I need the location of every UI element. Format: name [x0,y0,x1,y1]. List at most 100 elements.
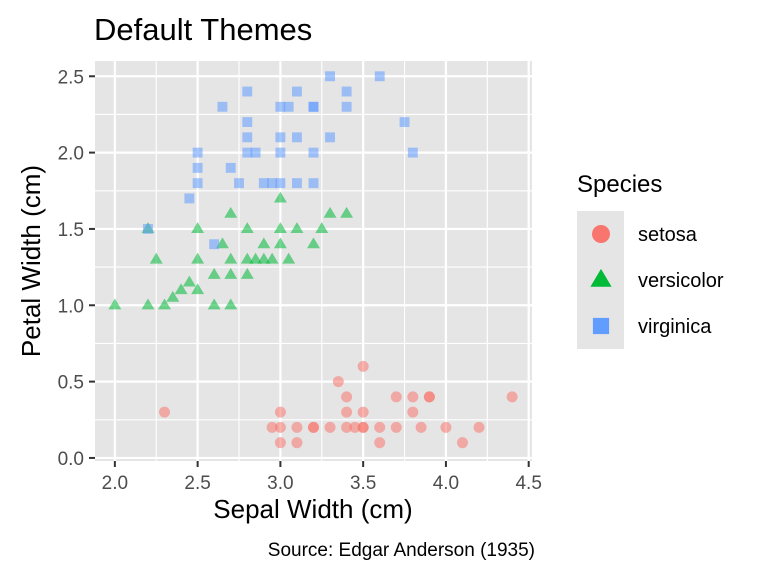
setosa-point [440,421,452,433]
setosa-point [308,421,319,433]
virginica-point [308,178,319,189]
versicolor-point [191,252,205,264]
versicolor-point [158,298,172,310]
versicolor-point [224,252,238,264]
x-tick-label: 4.5 [515,473,541,494]
setosa-point [274,421,286,433]
virginica-point [283,101,294,112]
virginica-point [325,132,336,143]
versicolor-point [174,283,188,295]
versicolor-point [207,298,221,310]
virginica-point [275,178,286,189]
y-tick-label: 1.0 [58,296,84,317]
virginica-point [341,101,352,112]
x-tick-label: 4.0 [433,473,459,494]
setosa-point [390,421,402,433]
virginica-point [275,147,286,158]
virginica-point [399,117,410,128]
x-tick-label: 3.0 [267,473,293,494]
setosa-point [324,421,336,433]
legend-label-versicolor: versicolor [638,270,724,292]
setosa-point [456,437,468,449]
virginica-point [308,147,319,158]
plot-panel [95,61,532,461]
virginica-point [209,239,220,250]
virginica-point [143,223,153,234]
virginica-point [217,101,228,112]
virginica-point [308,101,319,112]
virginica-point [291,178,302,189]
legend: setosa versicolor virginica [590,224,724,338]
virginica-point [184,193,195,204]
setosa-point [159,406,171,418]
setosa-point [332,376,344,388]
setosa-point [423,391,435,403]
virginica-point [258,178,269,189]
legend-label-setosa: setosa [638,224,698,246]
setosa-point [266,421,278,433]
virginica-point [275,132,286,143]
virginica-point [275,101,286,112]
virginica-point [325,71,336,82]
versicolor-point [141,298,155,310]
setosa-point [415,421,427,433]
legend-label-virginica: virginica [638,316,712,338]
versicolor-point [257,237,271,249]
versicolor-point [323,206,337,218]
versicolor-point [149,252,163,264]
setosa-point [274,406,286,418]
virginica-point [341,86,352,97]
virginica-point [225,162,236,173]
versicolor-point [273,191,287,203]
versicolor-point [224,206,238,218]
y-tick-label: 2.5 [58,67,84,88]
setosa-point [407,406,419,418]
versicolor-point [273,222,287,234]
versicolor-point [265,252,279,264]
legend-key-versicolor [590,268,612,287]
setosa-point [291,421,303,433]
chart-title: Default Themes [94,12,312,47]
setosa-point [341,421,353,433]
virginica-point [234,178,244,189]
legend-key-virginica [592,317,610,335]
versicolor-point [240,267,254,279]
versicolor-point [108,298,122,310]
virginica-point [242,86,253,97]
x-tick-label: 2.0 [102,473,128,494]
versicolor-point [215,237,229,249]
versicolor-point [182,275,196,287]
versicolor-point [340,206,354,218]
y-tick-label: 1.5 [58,220,84,241]
virginica-point [242,147,253,158]
virginica-point [407,147,418,158]
virginica-point [242,117,253,128]
versicolor-point [273,237,287,249]
virginica-point [192,147,203,158]
chart-caption: Source: Edgar Anderson (1935) [268,540,535,561]
setosa-point [341,406,353,418]
setosa-point [407,391,419,403]
x-axis-title: Sepal Width (cm) [213,494,412,524]
virginica-point [250,147,261,158]
setosa-point [390,391,402,403]
setosa-point [341,391,353,403]
y-tick-label: 0.5 [58,373,84,394]
y-axis-title: Petal Width (cm) [16,165,46,357]
setosa-point [274,437,286,449]
virginica-point [267,178,278,189]
virginica-point [291,86,302,97]
versicolor-point [290,222,304,234]
virginica-point [291,132,302,143]
setosa-point [349,421,361,433]
setosa-point [374,437,386,449]
versicolor-point [224,298,238,310]
versicolor-point [191,222,205,234]
setosa-point [291,437,303,449]
versicolor-point [240,252,254,264]
setosa-point [357,421,369,433]
legend-title: Species [577,171,662,198]
virginica-point [374,71,385,82]
setosa-point [473,421,485,433]
